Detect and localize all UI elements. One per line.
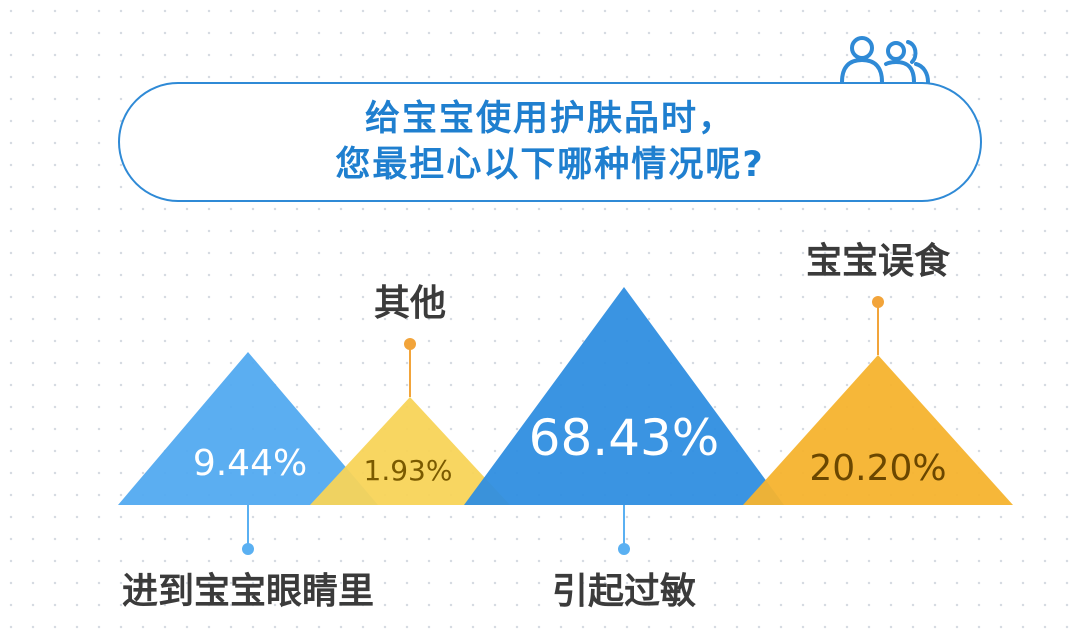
bar-2 — [310, 397, 510, 505]
chart-title-line-2: 您最担心以下哪种情况呢? — [335, 145, 765, 185]
users-icon — [840, 36, 930, 84]
value-label-2: 1.93% — [364, 454, 453, 487]
category-label-2: 其他 — [374, 283, 446, 324]
category-label-4: 宝宝误食 — [806, 241, 951, 282]
value-label-1: 9.44% — [193, 443, 307, 484]
category-label-3: 引起过敏 — [552, 571, 696, 612]
leader-dot-4 — [872, 296, 884, 308]
bar-1 — [118, 352, 378, 505]
leader-dot-2 — [404, 338, 416, 350]
title-box: 给宝宝使用护肤品时， 您最担心以下哪种情况呢? — [118, 82, 982, 202]
bar-3 — [464, 287, 784, 505]
bar-4 — [743, 355, 1013, 505]
category-label-1: 进到宝宝眼睛里 — [122, 571, 374, 612]
value-label-3: 68.43% — [529, 409, 720, 467]
chart-title-line-1: 给宝宝使用护肤品时， — [364, 99, 735, 139]
leader-dot-3 — [618, 543, 630, 555]
value-label-4: 20.20% — [809, 448, 946, 489]
leader-dot-1 — [242, 543, 254, 555]
